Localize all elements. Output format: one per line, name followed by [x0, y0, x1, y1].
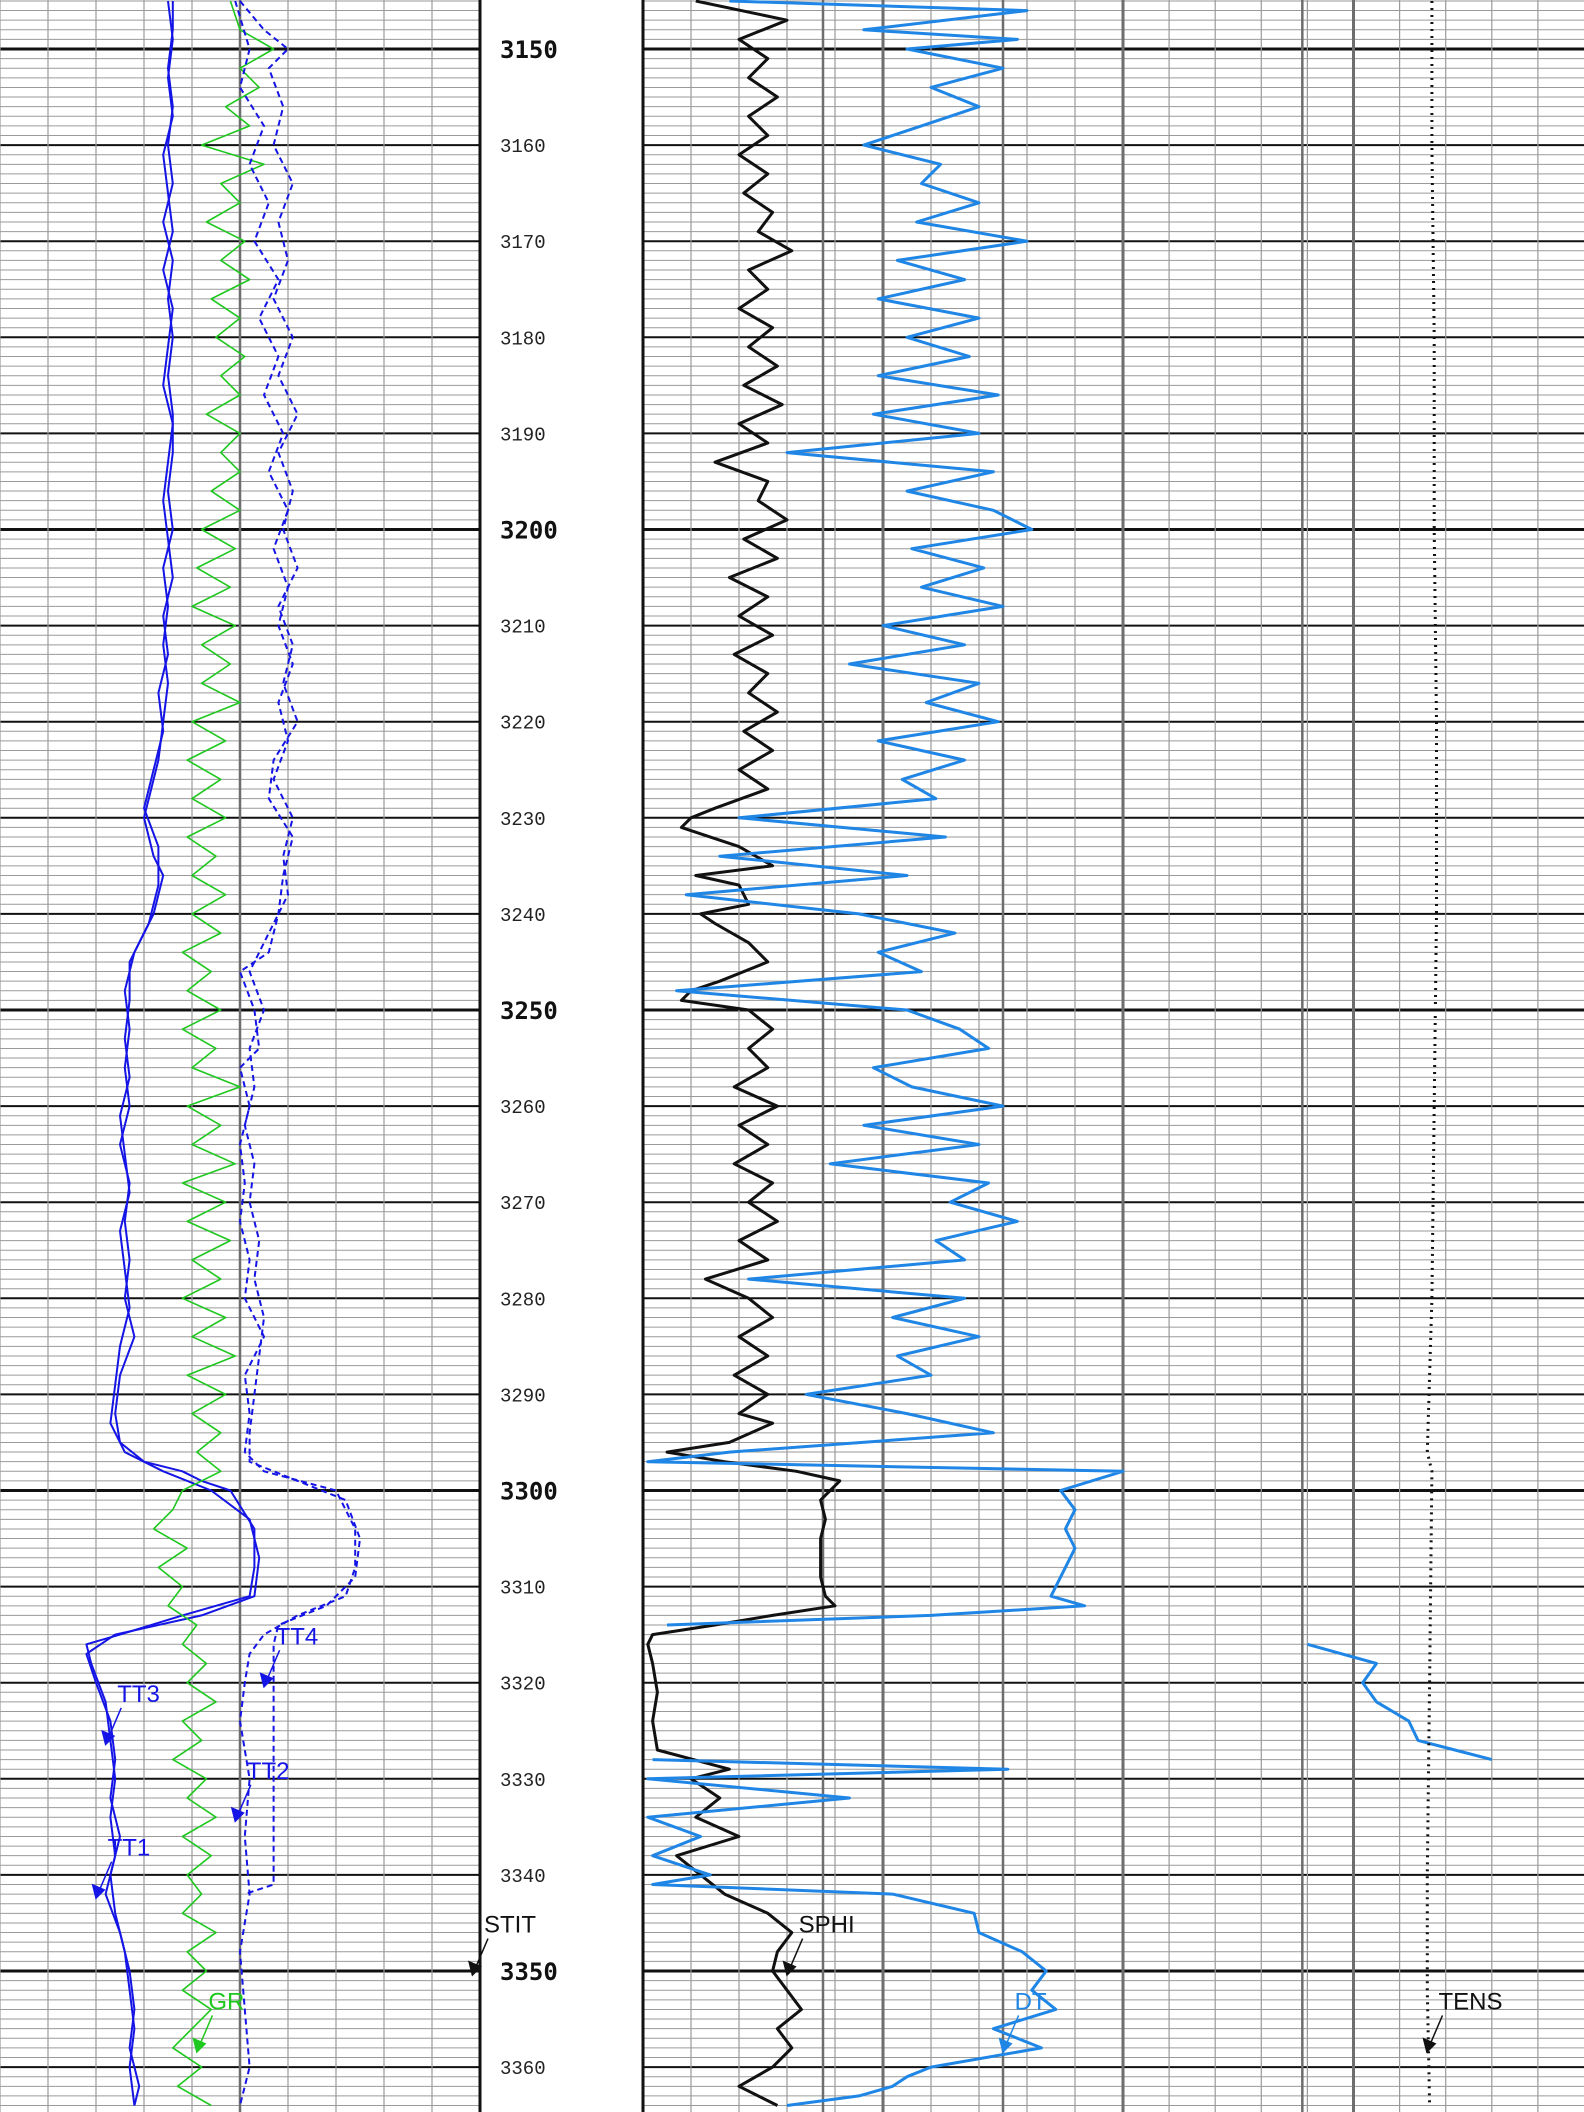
curve-label-stit: STIT — [484, 1912, 536, 1939]
curve-label-sphi: SPHI — [799, 1912, 855, 1939]
depth-label: 3290 — [500, 1385, 546, 1407]
curve-dt — [646, 0, 1125, 1627]
label-arrowhead — [230, 1806, 245, 1823]
depth-label: 3270 — [500, 1193, 546, 1215]
depth-label: 3280 — [500, 1289, 546, 1311]
depth-label: 3210 — [500, 617, 546, 639]
curve-dt-wrap2 — [646, 1758, 1058, 2107]
label-pointer — [266, 1649, 281, 1679]
label-arrowhead — [1422, 2037, 1437, 2054]
depth-label: 3190 — [500, 424, 546, 446]
depth-label: 3310 — [500, 1578, 546, 1600]
curve-sphi — [646, 0, 842, 2107]
depth-label: 3300 — [500, 1478, 558, 1506]
curve-label-tt4: TT4 — [276, 1623, 319, 1650]
label-arrowhead — [192, 2037, 207, 2054]
depth-label: 3260 — [500, 1097, 546, 1119]
curve-tt1 — [85, 0, 261, 2106]
curve-tt2 — [239, 0, 357, 2106]
label-arrowhead — [101, 1729, 116, 1746]
label-arrowhead — [91, 1883, 106, 1900]
curve-tt3 — [85, 1, 256, 2106]
curve-label-tt3: TT3 — [117, 1681, 160, 1708]
label-pointer — [1005, 2015, 1020, 2044]
curve-tens — [1425, 1, 1438, 2106]
label-arrowhead — [259, 1672, 274, 1689]
depth-label: 3350 — [500, 1958, 558, 1986]
depth-label: 3160 — [500, 136, 546, 158]
depth-labels: 3150 3160 3170 3180 3190 3200 3210 3220 3230 3240… — [500, 36, 558, 2080]
curve-gr — [152, 0, 275, 2107]
depth-label: 3320 — [500, 1674, 546, 1696]
curve-label-tt2: TT2 — [247, 1758, 290, 1785]
depth-label: 3340 — [500, 1866, 546, 1888]
label-pointer — [199, 2015, 214, 2044]
curve-dt-wrap — [1306, 1642, 1493, 1762]
curve-label-tt1: TT1 — [108, 1835, 151, 1862]
curve-label-tens: TENS — [1438, 1988, 1502, 2015]
curve-label-gr: GR — [208, 1988, 244, 2015]
depth-label: 3330 — [500, 1770, 546, 1792]
label-pointer — [98, 1861, 113, 1890]
label-pointer — [108, 1707, 122, 1737]
depth-label: 3250 — [500, 997, 558, 1025]
curve-tt4 — [234, 0, 361, 1896]
depth-label: 3170 — [500, 232, 546, 254]
curves — [85, 0, 1493, 2107]
depth-label: 3200 — [500, 517, 558, 545]
depth-label: 3180 — [500, 328, 546, 350]
label-arrowhead — [468, 1960, 482, 1977]
depth-label: 3240 — [500, 905, 546, 927]
depth-label: 3220 — [500, 713, 546, 735]
depth-label: 3150 — [500, 36, 558, 64]
depth-label: 3230 — [500, 809, 546, 831]
curve-labels: TT4 TT3 TT2 TT1 GR STIT SPHI DT TENS — [91, 1623, 1502, 2054]
label-pointer — [789, 1938, 804, 1967]
label-pointer — [1429, 2015, 1444, 2044]
label-arrowhead — [782, 1960, 797, 1977]
label-pointer — [238, 1784, 252, 1814]
label-pointer — [475, 1938, 489, 1967]
depth-label: 3360 — [500, 2058, 546, 2080]
label-arrowhead — [998, 2037, 1013, 2054]
curve-label-dt: DT — [1015, 1988, 1047, 2015]
